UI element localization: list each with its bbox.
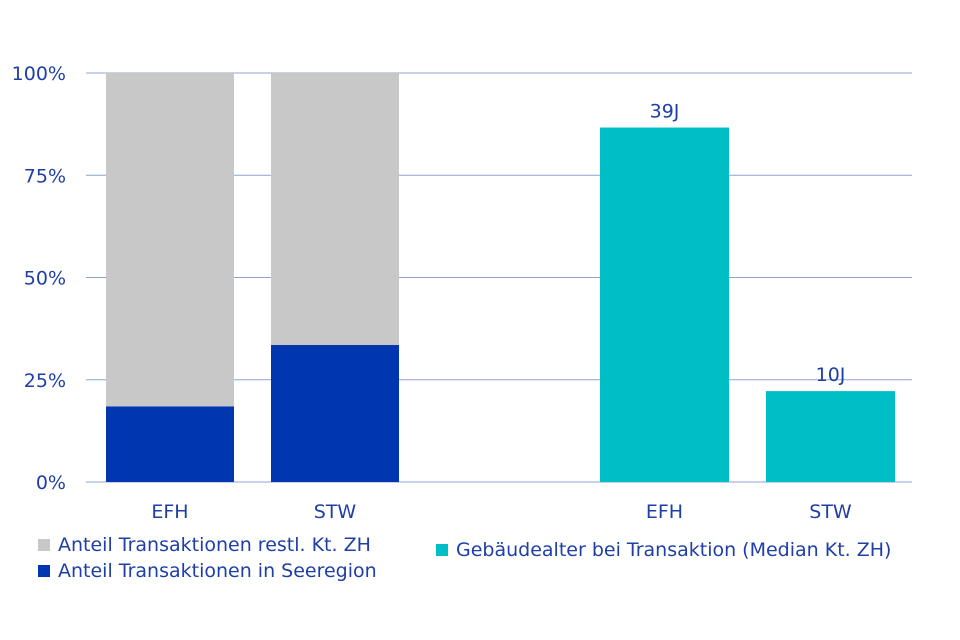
legend-swatch-blue [38,565,50,577]
y-tick-label: 0% [36,472,66,494]
legend-item-restl: Anteil Transaktionen restl. Kt. ZH [38,533,377,557]
x-tick-label: STW [314,501,357,523]
y-tick-label: 75% [24,165,66,187]
legend-label: Anteil Transaktionen restl. Kt. ZH [58,534,371,556]
legend-item-gebaeudealter: Gebäudealter bei Transaktion (Median Kt.… [436,538,891,562]
bars [106,73,895,483]
legend-label: Anteil Transaktionen in Seeregion [58,560,377,582]
data-label: 10J [816,364,846,386]
legend-label: Gebäudealter bei Transaktion (Median Kt.… [456,539,892,561]
bar-efh-series-1 [106,73,234,407]
y-tick-label: 100% [12,63,66,85]
data-label: 39J [650,101,680,123]
y-tick-label: 25% [24,370,66,392]
bar-efh-series-0 [106,406,234,482]
bar-stw-series-1 [271,73,399,345]
bar-age-efh [600,127,729,483]
legend-left: Anteil Transaktionen restl. Kt. ZH Antei… [38,533,377,583]
x-tick-label: EFH [646,501,683,523]
y-axis-ticks: 0% 25% 50% 75% 100% [12,63,66,494]
bar-age-stw [766,391,895,482]
x-tick-label: STW [809,501,852,523]
y-tick-label: 50% [24,268,66,290]
bar-stw-series-0 [271,344,399,482]
category-labels: EFH STW EFH STW [151,501,852,523]
legend-swatch-gray [38,539,50,551]
legend-item-seeregion: Anteil Transaktionen in Seeregion [38,559,377,583]
legend-right: Gebäudealter bei Transaktion (Median Kt.… [436,538,891,562]
legend-swatch-teal [436,544,448,556]
x-tick-label: EFH [151,501,188,523]
data-labels: 39J 10J [650,101,846,387]
